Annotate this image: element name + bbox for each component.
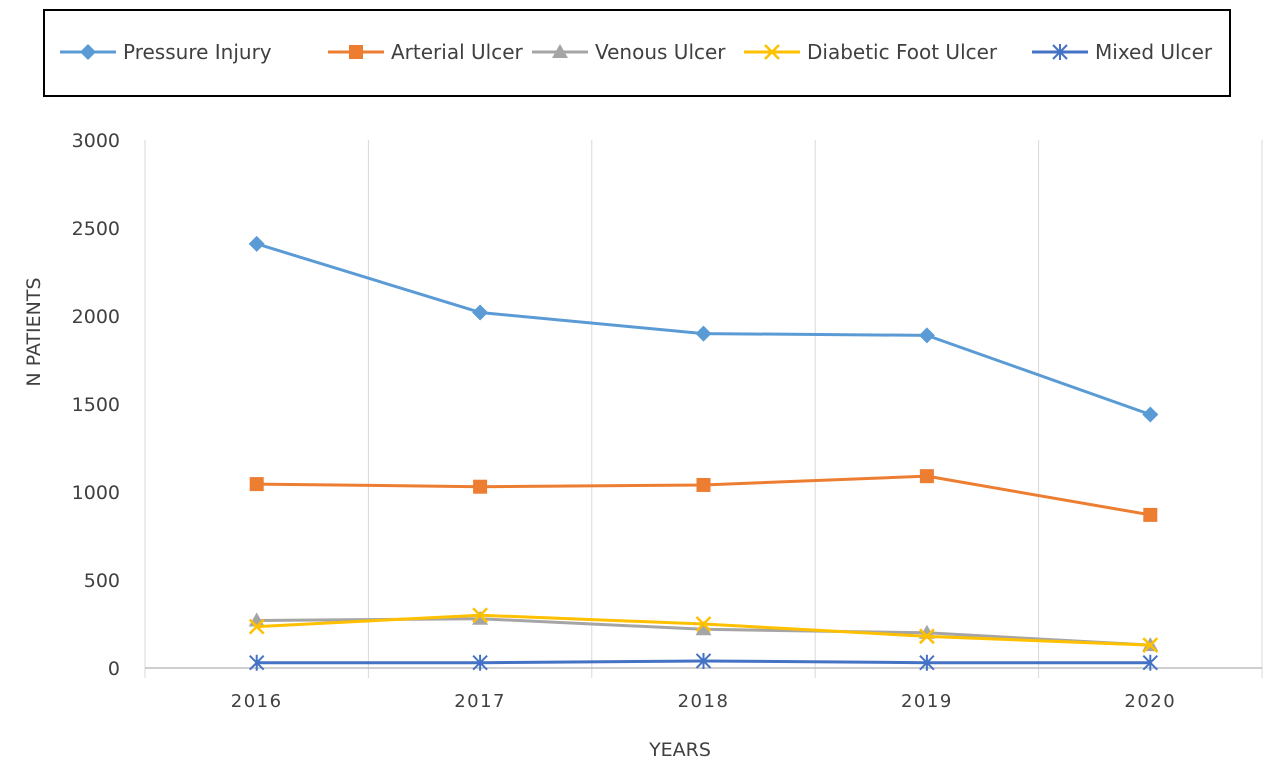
- data-point-marker: [695, 325, 712, 342]
- legend-marker: [1052, 44, 1068, 60]
- x-tick-label: 2020: [1124, 691, 1176, 712]
- legend-marker: [764, 44, 780, 60]
- legend-marker: [80, 44, 96, 60]
- data-point-marker: [695, 616, 712, 632]
- data-point-marker: [472, 304, 489, 321]
- legend-item: Pressure Injury: [60, 40, 272, 64]
- y-tick-labels: 0 500 1000 1500 2000 2500 3000: [72, 130, 120, 680]
- data-point-marker: [696, 477, 711, 492]
- series-pressure-injury: [248, 235, 1159, 423]
- series-venous-ulcer: [248, 610, 1159, 652]
- data-point-marker: [248, 618, 265, 635]
- data-point-marker: [1142, 406, 1159, 423]
- legend-label: Pressure Injury: [123, 40, 272, 64]
- data-point-marker: [919, 654, 935, 671]
- data-point-marker: [472, 607, 488, 624]
- series-arterial-ulcer: [249, 469, 1158, 522]
- data-point-marker: [248, 235, 265, 252]
- data-point-marker: [1143, 507, 1158, 522]
- legend-label: Venous Ulcer: [595, 40, 726, 64]
- data-point-marker: [248, 654, 265, 671]
- series-layer: [248, 235, 1159, 671]
- data-point-marker: [1142, 637, 1159, 654]
- y-tick-label: 2000: [72, 306, 120, 328]
- x-tick-label: 2019: [901, 691, 953, 712]
- x-axis-title: YEARS: [648, 739, 711, 761]
- data-point-marker: [918, 327, 935, 344]
- data-point-marker: [695, 621, 712, 636]
- legend-label: Arterial Ulcer: [391, 40, 523, 64]
- y-tick-label: 1000: [72, 482, 120, 504]
- data-point-marker: [249, 477, 264, 492]
- data-point-marker: [919, 469, 934, 484]
- data-point-marker: [1142, 654, 1159, 671]
- x-tick-label: 2017: [454, 691, 506, 712]
- data-point-marker: [919, 628, 935, 645]
- legend-item: Diabetic Foot Ulcer: [744, 40, 998, 64]
- legend-label: Diabetic Foot Ulcer: [807, 40, 998, 64]
- y-tick-label: 1500: [72, 394, 120, 416]
- y-tick-label: 0: [108, 658, 120, 680]
- legend-item: Mixed Ulcer: [1032, 40, 1213, 64]
- series-diabetic-foot-ulcer: [248, 607, 1159, 654]
- data-point-marker: [695, 652, 712, 669]
- y-axis-title: N PATIENTS: [23, 277, 45, 386]
- gridlines: [144, 140, 1263, 678]
- y-tick-label: 3000: [72, 130, 120, 152]
- legend: Pressure Injury Arterial Ulcer Venous Ulce…: [60, 40, 1213, 64]
- legend-marker: [349, 45, 363, 59]
- data-point-marker: [473, 479, 488, 494]
- legend-item: Venous Ulcer: [532, 40, 726, 64]
- x-tick-label: 2016: [231, 691, 283, 712]
- data-point-marker: [472, 610, 489, 625]
- data-point-marker: [472, 654, 488, 671]
- legend-marker: [552, 44, 568, 58]
- y-tick-label: 500: [84, 570, 120, 592]
- y-tick-label: 2500: [72, 218, 120, 240]
- x-tick-labels: 2016 2017 2018 2019 2020: [231, 691, 1176, 712]
- x-tick-label: 2018: [678, 691, 730, 712]
- legend-label: Mixed Ulcer: [1095, 40, 1213, 64]
- series-mixed-ulcer: [248, 652, 1159, 671]
- legend-item: Arterial Ulcer: [328, 40, 523, 64]
